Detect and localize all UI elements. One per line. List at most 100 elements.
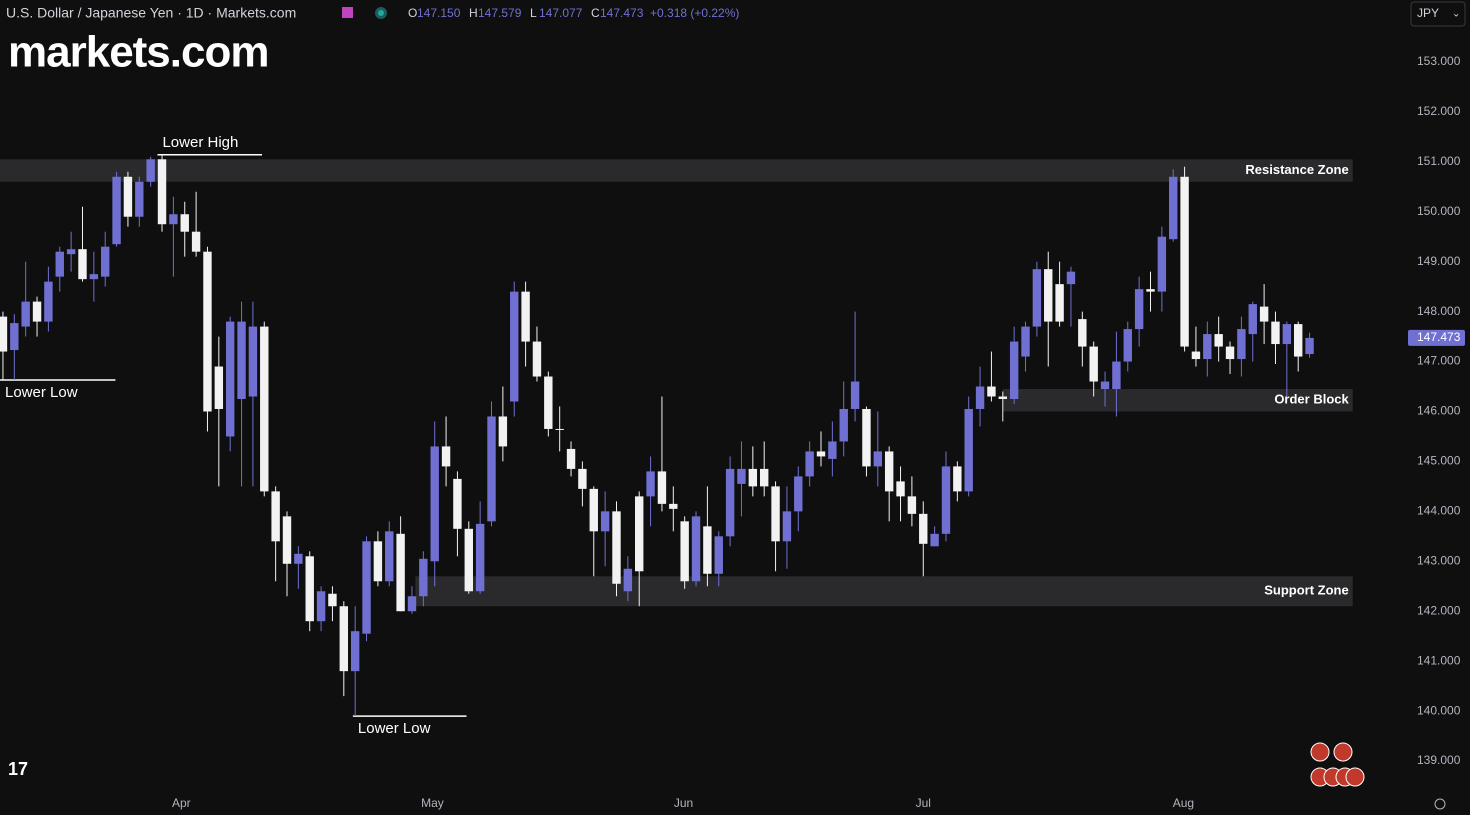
candle-body	[21, 301, 30, 327]
y-tick-label: 145.000	[1417, 454, 1461, 468]
candle-body	[191, 231, 201, 252]
level-label: Lower Low	[5, 384, 78, 401]
currency-select[interactable]	[1410, 1, 1466, 27]
candle-body	[169, 214, 178, 225]
dropdown-arrow[interactable]: ⌄	[1452, 9, 1460, 20]
candle-body	[362, 541, 371, 634]
candle-body	[112, 176, 121, 245]
candle-body	[66, 249, 76, 255]
candle-body	[1066, 271, 1076, 285]
ohlc-legend: O 147.150 H 147.579 L 147.077 C 147.473 +0.318 (…	[408, 6, 739, 20]
candle-body	[1293, 324, 1303, 357]
ohlc-value: 147.077	[539, 6, 583, 20]
candle-body	[555, 428, 564, 430]
candle-body	[123, 176, 133, 217]
logo: markets.com	[8, 28, 268, 77]
candle-body	[1044, 269, 1053, 322]
plot: 139.000 140.000 141.000 142.000 143.000 144.0…	[0, 54, 1465, 810]
candle-body	[816, 451, 826, 457]
ohlc-key: L	[530, 6, 537, 20]
candle-body	[737, 468, 746, 484]
candle-body	[1157, 236, 1167, 292]
candle-body	[10, 323, 19, 351]
flag	[1345, 767, 1365, 787]
candle-body	[646, 471, 655, 497]
candle-body	[510, 291, 519, 402]
y-tick-label: 146.000	[1417, 404, 1461, 418]
candle-body	[930, 533, 939, 547]
candle-body	[691, 516, 701, 582]
candle-body	[0, 316, 8, 352]
candle-body	[589, 488, 598, 532]
candle-body	[1225, 346, 1235, 360]
candle-body	[487, 416, 496, 522]
candle-body	[1305, 337, 1314, 355]
y-tick-label: 142.000	[1417, 603, 1461, 617]
level-label: Lower High	[162, 134, 238, 151]
candle-body	[919, 513, 928, 544]
candle-body	[907, 496, 917, 514]
candle-body	[101, 246, 110, 277]
zone-label: Support Zone	[1264, 583, 1349, 598]
y-tick-label: 144.000	[1417, 504, 1461, 518]
candle-body	[884, 451, 894, 492]
candle-body	[1169, 176, 1178, 240]
candle-body	[180, 214, 189, 232]
candle-body	[44, 281, 53, 322]
candle-body	[941, 466, 951, 534]
candle-body	[350, 631, 360, 672]
candle-body	[521, 291, 530, 342]
y-tick-label: 140.000	[1417, 703, 1461, 717]
candle-body	[975, 386, 985, 409]
candle-body	[828, 441, 837, 459]
candle-body	[987, 386, 996, 397]
candle-body	[1021, 326, 1030, 357]
zone	[1002, 389, 1353, 412]
candle-body	[453, 478, 462, 529]
candle-body	[998, 396, 1007, 399]
status-dot-inner	[378, 10, 384, 16]
ohlc-key: C	[591, 6, 600, 20]
candle-body	[896, 481, 905, 497]
y-tick-label: 151.000	[1417, 154, 1461, 168]
candle-body	[544, 376, 553, 429]
zone-label: Order Block	[1274, 392, 1349, 407]
candle-body	[748, 468, 758, 487]
candle-body	[55, 251, 64, 277]
settings-icon[interactable]	[1434, 798, 1446, 810]
y-tick-label: 147.000	[1417, 354, 1461, 368]
zone-label: Resistance Zone	[1245, 162, 1348, 177]
candle-body	[1123, 329, 1132, 362]
candle-body	[78, 249, 87, 280]
tv-logo: 17	[8, 759, 28, 779]
candle-body	[373, 541, 383, 582]
candle-body	[532, 341, 542, 377]
candle-body	[1191, 351, 1201, 360]
y-tick-label: 141.000	[1417, 653, 1461, 667]
ohlc-change: +0.318 (+0.22%)	[650, 6, 739, 20]
candle-body	[1214, 334, 1223, 347]
currency[interactable]: JPY	[1417, 6, 1439, 20]
last-price: 147.473	[1417, 330, 1461, 344]
candle-body	[294, 553, 303, 564]
candle-body	[839, 408, 848, 442]
candle-body	[964, 408, 973, 492]
candle-body	[1112, 361, 1121, 390]
candle-body	[1180, 176, 1189, 347]
ohlc-value: 147.579	[478, 6, 522, 20]
candle-body	[953, 466, 962, 492]
candle-body	[135, 181, 144, 217]
candle-body	[385, 531, 394, 582]
flag	[1333, 742, 1353, 762]
symbol: U.S. Dollar / Japanese Yen · 1D · Market…	[6, 5, 296, 21]
y-tick-label: 148.000	[1417, 304, 1461, 318]
candle-body	[623, 568, 633, 592]
candle-body	[759, 468, 769, 487]
y-tick-label: 152.000	[1417, 104, 1461, 118]
ohlc-value: 147.473	[600, 6, 644, 20]
last-price-box	[1408, 329, 1465, 346]
candle-body	[669, 503, 678, 509]
candle-body	[771, 486, 780, 542]
